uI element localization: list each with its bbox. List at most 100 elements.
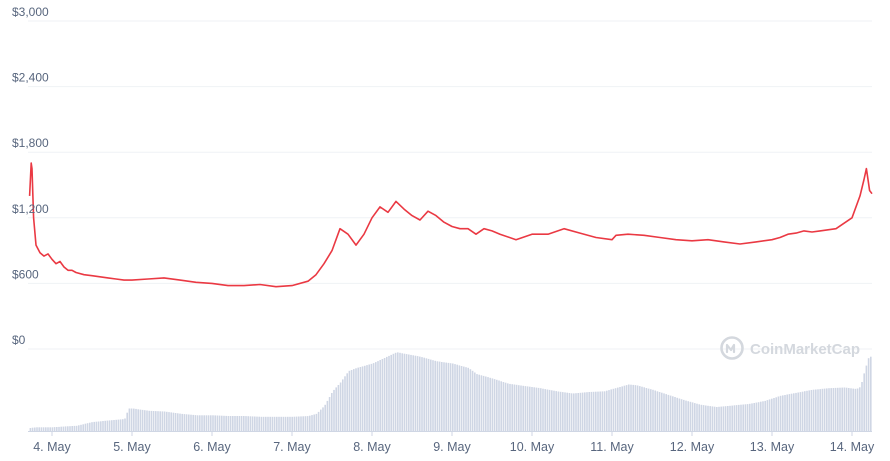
volume-bar	[617, 387, 619, 431]
volume-bar	[808, 390, 810, 431]
volume-bar	[537, 387, 540, 431]
volume-area	[29, 352, 872, 432]
x-axis: 4. May 5. May 6. May 7. May 8. May 9. May 10. …	[28, 431, 875, 454]
volume-bar	[819, 389, 821, 431]
volume-bar	[212, 415, 214, 431]
volume-bar	[768, 399, 771, 431]
volume-bar	[511, 384, 513, 431]
volume-bar	[403, 353, 406, 431]
volume-bar	[265, 416, 267, 432]
volume-bar	[199, 415, 201, 432]
volume-bar	[306, 416, 309, 431]
volume-bar	[753, 403, 755, 431]
volume-bar	[839, 387, 841, 431]
volume-bar	[489, 377, 491, 431]
volume-bar	[383, 358, 386, 431]
volume-bar	[227, 416, 230, 431]
volume-bar	[91, 422, 93, 431]
volume-bar	[487, 377, 489, 431]
volume-bar	[36, 427, 38, 432]
volume-bar	[218, 415, 221, 431]
volume-bar	[196, 415, 199, 432]
volume-bar	[51, 427, 54, 432]
volume-bar	[852, 388, 854, 431]
volume-bar	[133, 408, 135, 431]
volume-bar	[588, 392, 590, 431]
volume-bar	[755, 402, 758, 431]
volume-bar	[586, 392, 588, 431]
volume-bar	[282, 416, 285, 432]
volume-bar	[843, 387, 846, 431]
y-tick-label: $3,000	[12, 5, 49, 19]
volume-bar	[179, 413, 181, 431]
volume-bar	[328, 397, 331, 431]
volume-bar	[223, 415, 225, 431]
volume-bar	[188, 414, 190, 431]
volume-bar	[738, 404, 740, 431]
volume-bar	[348, 370, 351, 431]
volume-bar	[691, 402, 694, 431]
volume-bar	[452, 363, 454, 431]
volume-bar	[650, 389, 652, 431]
volume-bar	[423, 357, 425, 431]
volume-bar	[621, 386, 623, 431]
volume-bar	[273, 416, 276, 432]
volume-bar	[58, 426, 60, 431]
volume-bar	[837, 387, 839, 431]
volume-bar	[381, 359, 384, 431]
volume-bar	[502, 382, 505, 431]
volume-bar	[491, 378, 494, 431]
volume-bar	[760, 401, 762, 431]
volume-bar	[236, 416, 238, 431]
volume-bar	[542, 388, 544, 431]
volume-bar	[34, 427, 36, 431]
volume-bar	[397, 352, 399, 431]
volume-bar	[97, 421, 100, 431]
volume-bar	[764, 400, 766, 431]
volume-bar	[278, 416, 280, 432]
volume-bar	[592, 391, 595, 431]
volume-bar	[174, 413, 177, 431]
volume-bar	[251, 416, 254, 431]
volume-bar	[148, 410, 150, 431]
volume-bar	[524, 386, 527, 431]
volume-bar	[639, 386, 641, 431]
volume-bar	[260, 416, 263, 432]
volume-bar	[64, 426, 67, 431]
volume-bar	[709, 406, 711, 431]
volume-bar	[507, 383, 509, 431]
volume-bar	[168, 412, 170, 431]
volume-bar	[80, 424, 82, 431]
volume-bar	[601, 391, 604, 431]
volume-bar	[634, 385, 637, 431]
price-line	[28, 162, 873, 288]
volume-bar	[280, 416, 282, 432]
volume-bar	[630, 384, 632, 431]
volume-bar	[100, 421, 102, 432]
volume-bar	[300, 416, 302, 431]
x-tick-label: 11. May	[590, 440, 634, 454]
volume-bar	[687, 401, 689, 431]
volume-bar	[559, 391, 562, 431]
volume-bar	[414, 355, 417, 431]
volume-bar	[262, 416, 265, 432]
volume-bar	[370, 363, 373, 431]
volume-bar	[575, 393, 577, 431]
volume-bar	[729, 405, 731, 431]
volume-bar	[718, 406, 720, 431]
volume-bar	[713, 406, 716, 431]
volume-bar	[89, 422, 91, 431]
volume-bar	[425, 358, 428, 431]
volume-bar	[603, 391, 606, 431]
volume-bar	[31, 427, 34, 431]
volume-bar	[106, 420, 109, 431]
volume-bar	[210, 415, 212, 432]
volume-bar	[47, 427, 49, 432]
volume-bar	[298, 416, 300, 431]
volume-bar	[643, 387, 645, 431]
volume-bar	[155, 411, 157, 431]
volume-bar	[469, 369, 472, 431]
volume-bar	[267, 416, 269, 432]
volume-bar	[372, 363, 375, 431]
